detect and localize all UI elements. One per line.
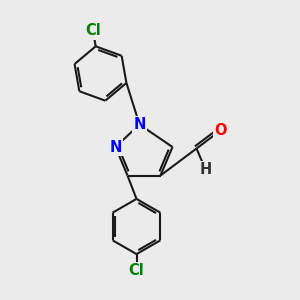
Text: Cl: Cl <box>85 23 101 38</box>
Text: H: H <box>200 162 211 177</box>
Text: Cl: Cl <box>129 263 144 278</box>
Text: N: N <box>133 117 146 132</box>
Text: O: O <box>214 123 227 138</box>
Text: N: N <box>109 140 122 154</box>
